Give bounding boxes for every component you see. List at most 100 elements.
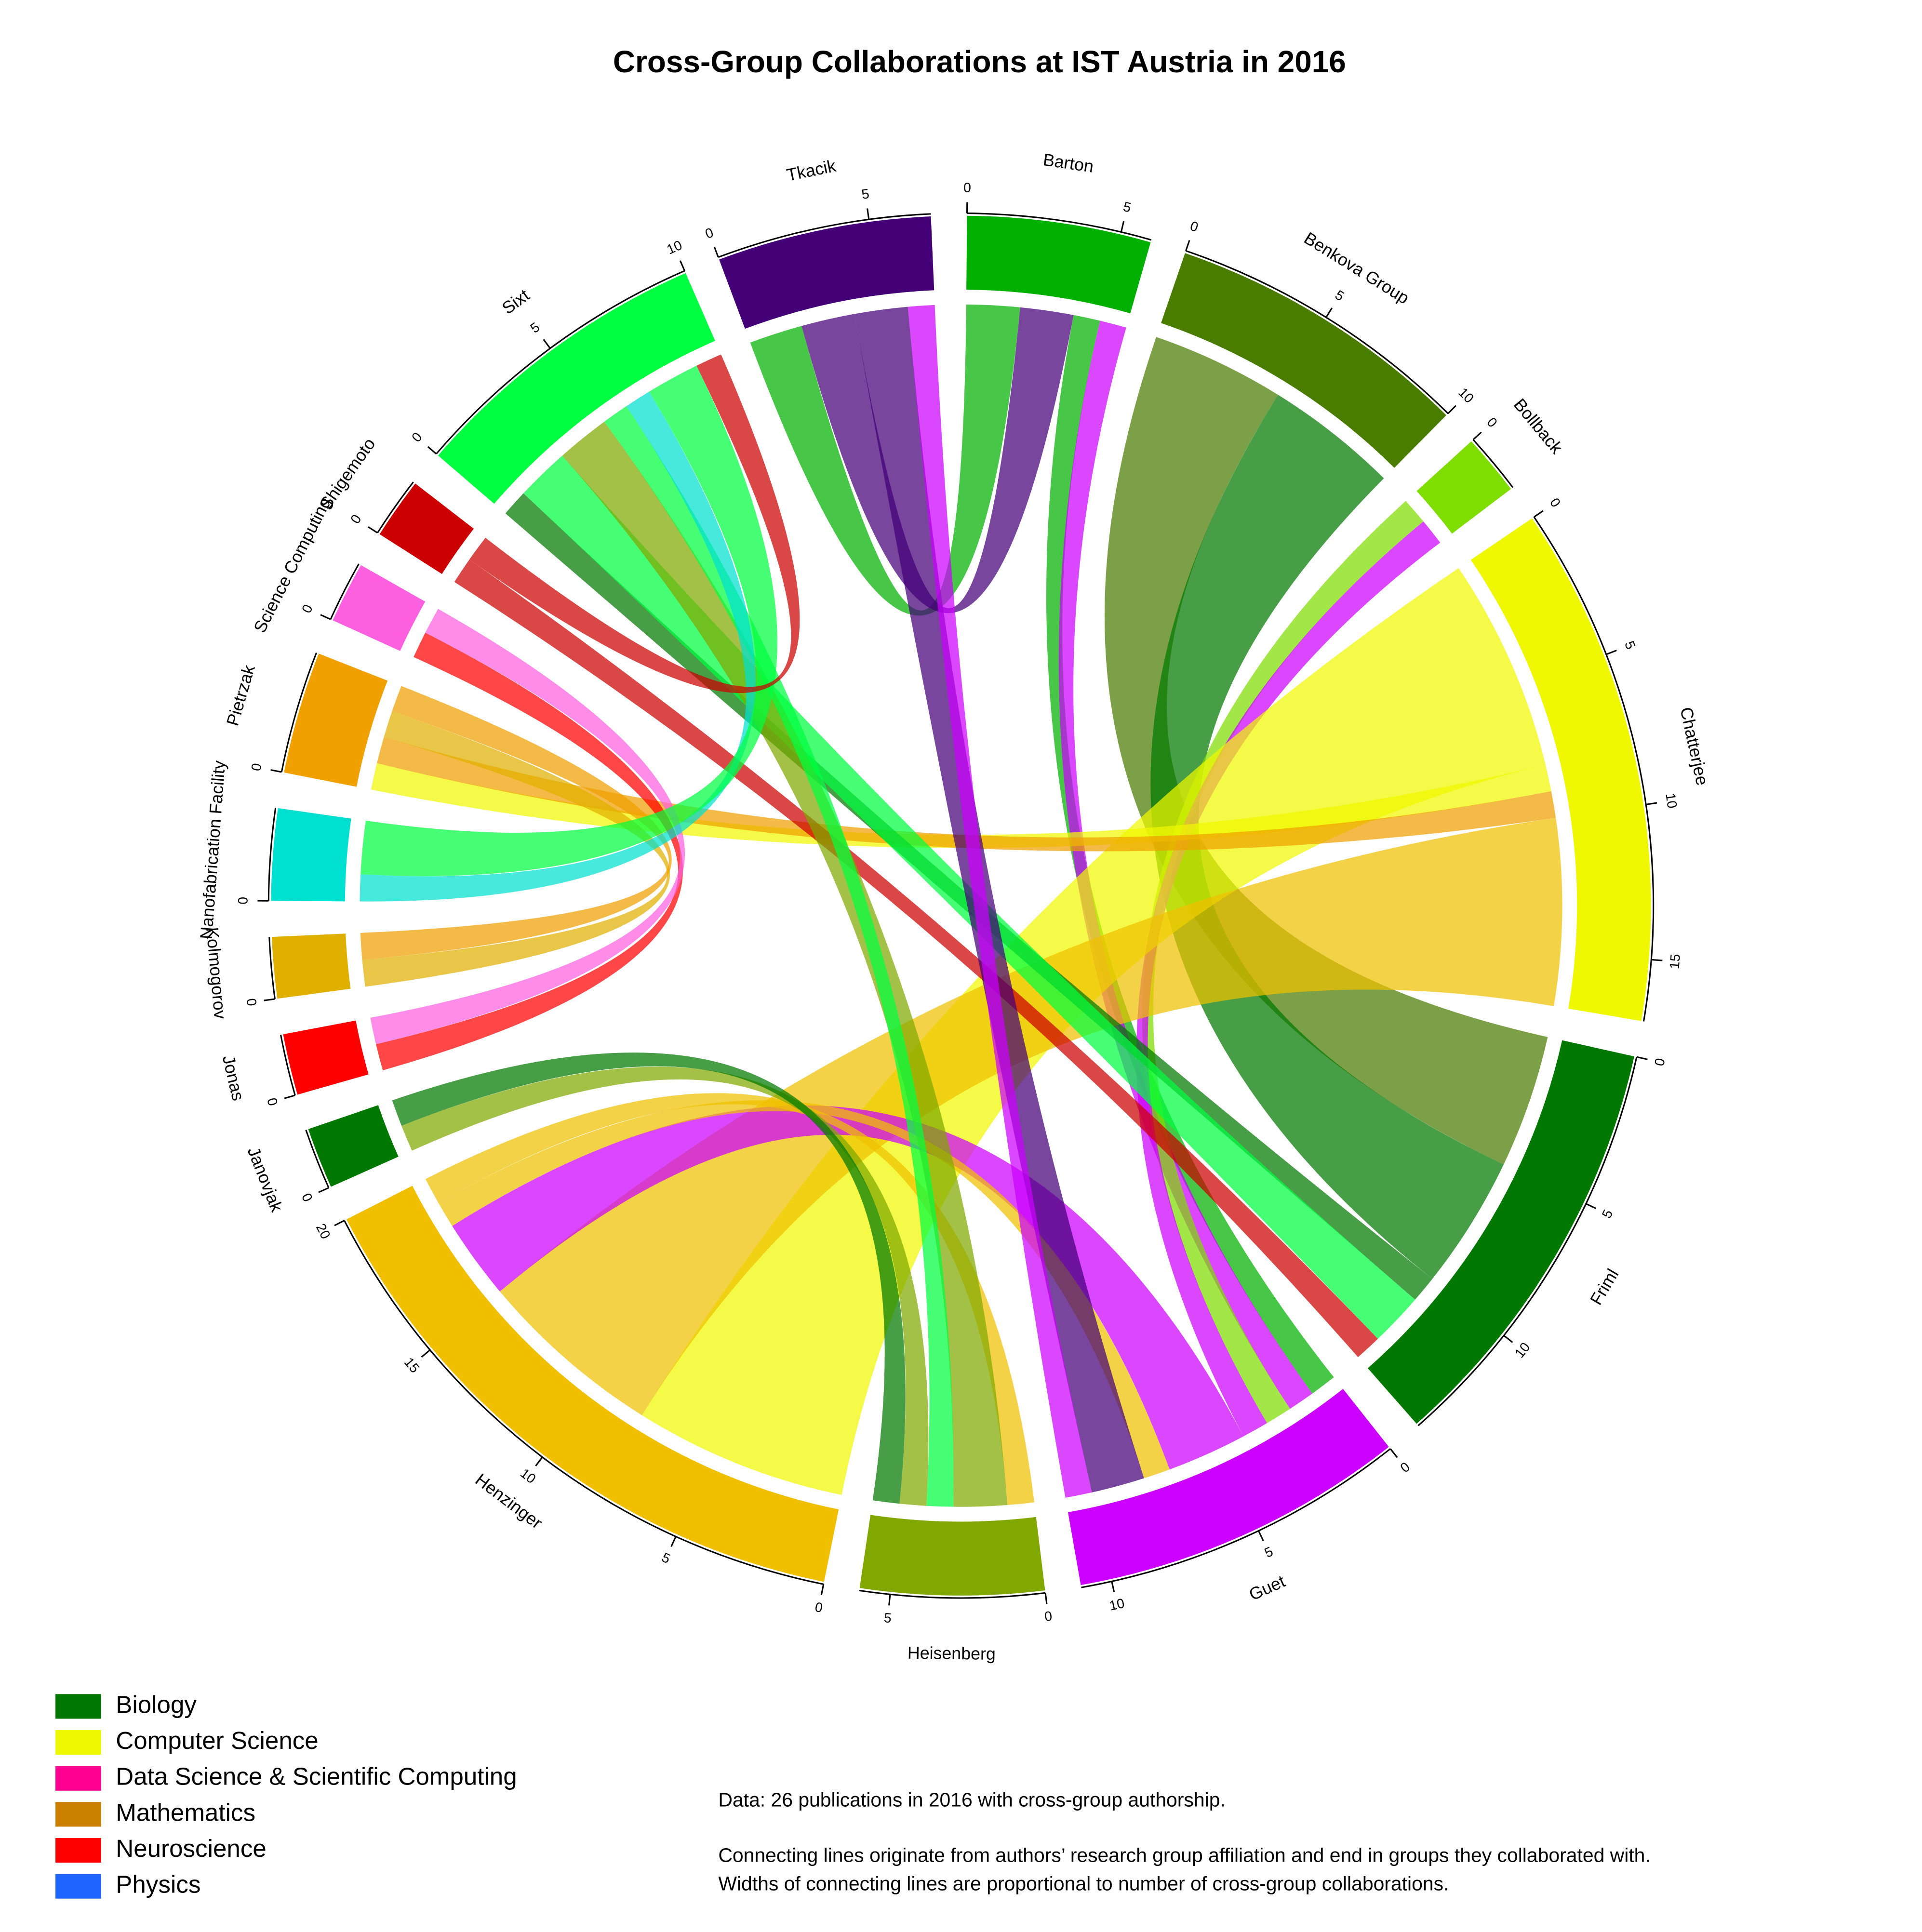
group-label: Jonas	[219, 1053, 248, 1103]
group-sector	[271, 933, 351, 999]
legend-label: Data Science & Scientific Computing	[116, 1763, 517, 1790]
tick-label: 15	[401, 1355, 423, 1376]
group-axis	[1533, 516, 1655, 1022]
group-sector	[347, 1186, 839, 1582]
axis-tick	[1586, 1203, 1597, 1210]
axis-tick	[543, 339, 551, 349]
axis-tick	[1646, 802, 1657, 805]
axis-tick	[334, 1220, 345, 1226]
tick-label: 0	[236, 897, 251, 905]
tick-label: 0	[409, 429, 425, 445]
legend-swatch	[55, 1838, 101, 1863]
group-label: Nanofabrication Facility	[197, 760, 229, 940]
group-sector	[1368, 1040, 1634, 1424]
group-sector	[1470, 518, 1651, 1021]
ribbon	[908, 305, 1092, 1498]
tick-label: 5	[883, 1610, 893, 1626]
group-axis	[280, 652, 318, 773]
ribbon	[1104, 337, 1548, 1165]
group-label: Janovjak	[244, 1144, 287, 1214]
tick-label: 0	[1484, 414, 1500, 430]
tick-label: 5	[1262, 1544, 1275, 1560]
axis-tick	[535, 1456, 543, 1466]
group-sector	[333, 565, 426, 651]
ribbon	[1058, 320, 1312, 1409]
tick-label: 0	[1043, 1609, 1053, 1625]
group-axis	[718, 213, 931, 258]
axis-tick	[1534, 510, 1544, 518]
tick-label: 0	[1398, 1459, 1413, 1476]
axis-tick	[1636, 1056, 1648, 1060]
ribbon	[500, 817, 1562, 1415]
tick-label: 0	[299, 602, 316, 615]
group-label: Guet	[1246, 1572, 1288, 1604]
tick-label: 15	[1667, 953, 1683, 970]
group-axis	[1081, 1448, 1391, 1588]
ribbon	[469, 354, 800, 693]
group-label: Pietrzak	[223, 663, 259, 728]
legend-swatch	[55, 1694, 101, 1719]
tick-label: 0	[248, 762, 264, 772]
axis-tick	[320, 614, 331, 620]
axis-tick	[713, 246, 719, 258]
axis-tick	[368, 526, 378, 534]
ribbon	[1150, 395, 1504, 1279]
ribbon	[641, 568, 1546, 1495]
group-axis	[436, 270, 685, 454]
group-axis	[344, 1220, 824, 1585]
group-sector	[308, 1105, 399, 1187]
ribbon	[454, 560, 1378, 1358]
tick-label: 10	[1108, 1596, 1126, 1613]
group-label: Science Computing	[250, 494, 335, 636]
group-sector	[1416, 441, 1511, 534]
group-label: Tkacik	[785, 156, 838, 185]
group-sector	[1068, 1388, 1389, 1586]
tick-label: 0	[299, 1191, 316, 1204]
group-sector	[719, 216, 934, 329]
group-axis	[267, 807, 277, 901]
group-sector	[284, 653, 388, 787]
group-sector	[1161, 253, 1446, 468]
axis-tick	[1389, 1448, 1398, 1458]
axis-tick	[1111, 1581, 1115, 1593]
group-label: Friml	[1587, 1266, 1623, 1308]
legend-label: Biology	[116, 1691, 197, 1718]
group-axis	[377, 481, 414, 533]
axis-tick	[1185, 240, 1190, 251]
axis-tick	[427, 446, 437, 455]
axis-tick	[264, 998, 275, 1001]
axis-tick	[1447, 405, 1456, 414]
group-axis	[859, 1589, 1046, 1599]
axis-tick	[1472, 431, 1482, 440]
axis-tick	[284, 1094, 295, 1099]
legend-swatch	[55, 1766, 101, 1791]
legend-swatch	[55, 1874, 101, 1899]
axis-tick	[1325, 307, 1333, 318]
tick-label: 5	[861, 186, 870, 202]
axis-tick	[820, 1584, 825, 1596]
legend-label: Physics	[116, 1871, 200, 1898]
ribbon	[360, 686, 672, 960]
axis-tick	[318, 1187, 329, 1193]
axis-tick	[1606, 650, 1617, 655]
group-label: Shigemoto	[316, 435, 379, 513]
axis-tick	[1257, 1530, 1264, 1541]
ribbon	[438, 1100, 1170, 1479]
notes: Data: 26 publications in 2016 with cross…	[718, 1789, 1650, 1895]
ribbon	[562, 422, 1008, 1507]
tick-label: 0	[264, 1096, 280, 1108]
axis-tick	[888, 1594, 891, 1606]
tick-label: 10	[665, 238, 684, 257]
group-sector	[438, 273, 715, 504]
ribbon	[392, 1053, 906, 1504]
group-axis	[1186, 250, 1449, 414]
tick-label: 10	[1512, 1340, 1533, 1361]
tick-label: 5	[1599, 1207, 1616, 1220]
tick-label: 5	[1333, 287, 1347, 304]
note: Connecting lines originate from authors’…	[718, 1844, 1650, 1866]
note: Widths of connecting lines are proportio…	[718, 1872, 1449, 1894]
axis-tick	[670, 1536, 677, 1547]
axis-tick	[421, 1349, 431, 1358]
